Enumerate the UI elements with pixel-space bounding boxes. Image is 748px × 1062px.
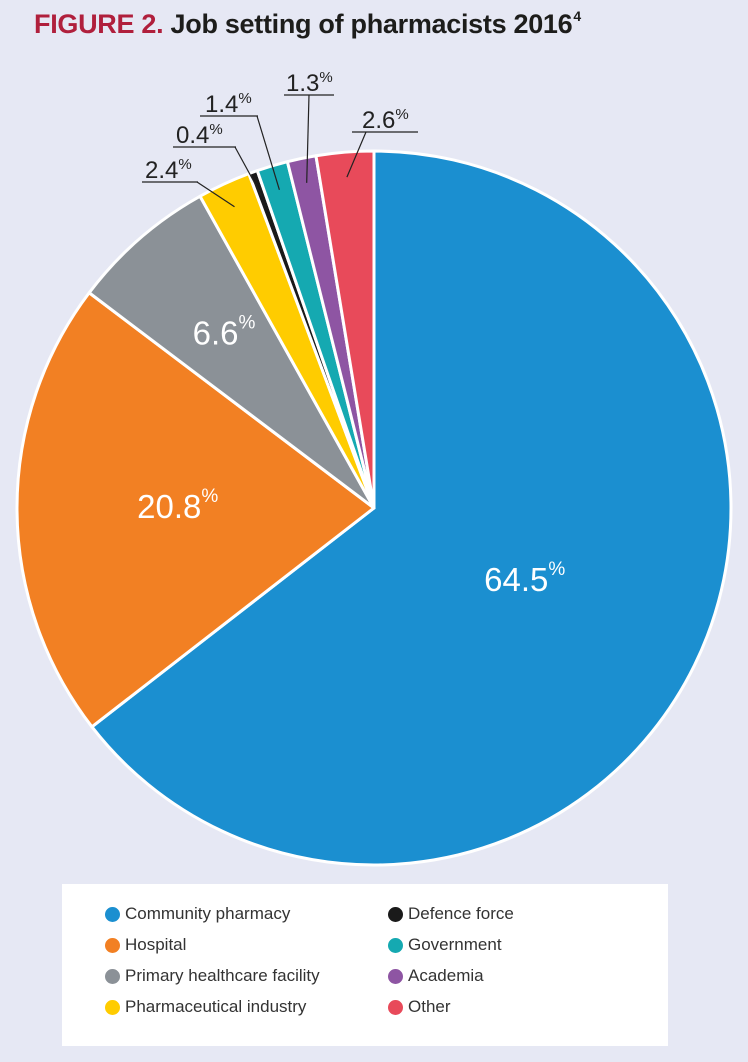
legend-swatch-academia	[388, 968, 403, 984]
legend-swatch-pharmaceutical-industry	[105, 999, 120, 1015]
figure-title: FIGURE 2. Job setting of pharmacists 201…	[34, 8, 581, 40]
callout-leader-academia	[306, 94, 310, 183]
callout-defence-force: 0.4%	[173, 121, 263, 196]
legend-label-government: Government	[408, 935, 502, 954]
legend-item-primary-healthcare-facility: Primary healthcare facility	[105, 966, 320, 986]
pie-chart: 64.5% 20.8% 6.6% 2.4% 0.4% 1.4% 1.3% 2.6%	[15, 69, 733, 867]
data-label-government: 1.4%	[205, 90, 252, 118]
data-label-hospital: 20.8%	[137, 486, 218, 525]
callout-leader-other	[346, 131, 367, 178]
legend-label-other: Other	[408, 997, 451, 1016]
pie-slice-primary-healthcare-facility	[87, 194, 376, 510]
legend-swatch-defence-force	[388, 906, 403, 922]
legend-swatch-community-pharmacy	[105, 906, 120, 922]
pie-slice-community-pharmacy	[90, 149, 733, 867]
callout-leader-pharmaceutical-industry	[196, 181, 235, 208]
callout-academia: 1.3%	[284, 69, 334, 183]
callout-government: 1.4%	[200, 90, 280, 190]
data-label-community-pharmacy: 64.5%	[484, 559, 565, 598]
legend-item-pharmaceutical-industry: Pharmaceutical industry	[105, 997, 306, 1017]
callout-leader-defence-force	[234, 146, 263, 196]
legend-item-community-pharmacy: Community pharmacy	[105, 904, 290, 924]
data-label-academia: 1.3%	[286, 69, 333, 97]
title-superscript: 4	[573, 8, 581, 24]
legend-label-hospital: Hospital	[125, 935, 187, 954]
legend-label-defence-force: Defence force	[408, 904, 514, 923]
legend-label-primary-healthcare-facility: Primary healthcare facility	[125, 966, 320, 985]
pie-slice-hospital	[15, 291, 376, 729]
data-label-other: 2.6%	[362, 106, 409, 134]
pie-slice-other	[314, 149, 376, 510]
legend-swatch-other	[388, 999, 403, 1015]
legend-label-pharmaceutical-industry: Pharmaceutical industry	[125, 997, 307, 1016]
legend-label-academia: Academia	[408, 966, 484, 985]
legend-item-academia: Academia	[388, 966, 484, 986]
legend-item-hospital: Hospital	[105, 935, 186, 955]
legend-item-government: Government	[388, 935, 502, 955]
legend-label-community-pharmacy: Community pharmacy	[125, 904, 291, 923]
legend: Community pharmacy Hospital Primary health…	[62, 884, 668, 1046]
data-label-pharmaceutical-industry: 2.4%	[145, 156, 192, 184]
callout-leader-government	[256, 115, 280, 190]
figure-label: FIGURE 2.	[34, 9, 164, 39]
legend-swatch-government	[388, 937, 403, 953]
title-text: Job setting of pharmacists 2016	[170, 9, 573, 39]
legend-swatch-hospital	[105, 937, 120, 953]
legend-item-defence-force: Defence force	[388, 904, 514, 924]
data-label-defence-force: 0.4%	[176, 121, 223, 149]
data-label-primary-healthcare-facility: 6.6%	[193, 313, 256, 352]
legend-swatch-primary-healthcare-facility	[105, 968, 120, 984]
callout-other: 2.6%	[346, 106, 418, 178]
callout-pharmaceutical-industry: 2.4%	[142, 156, 235, 208]
legend-item-other: Other	[388, 997, 451, 1017]
